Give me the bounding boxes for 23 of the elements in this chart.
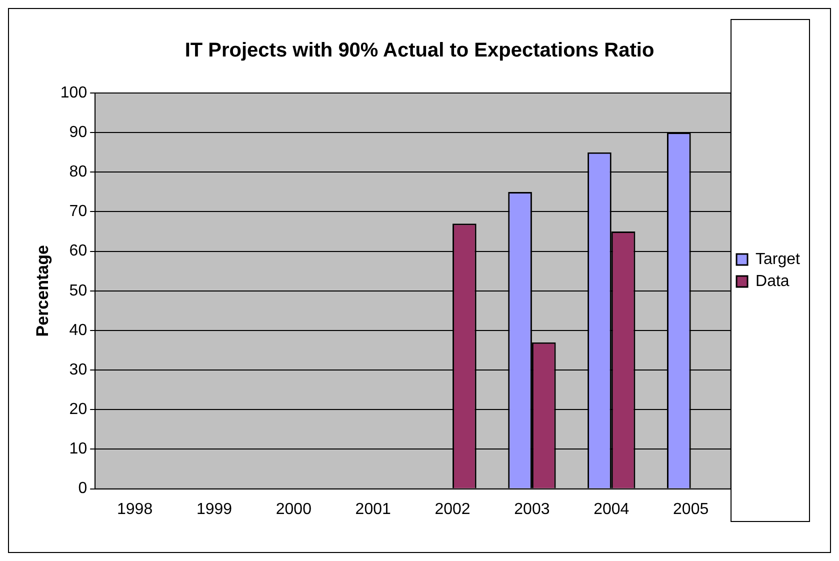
y-axis-title: Percentage [32,245,52,337]
x-tick-label: 1999 [196,500,232,518]
chart-title: IT Projects with 90% Actual to Expectations Ratio [184,40,654,62]
y-tick-label: 90 [69,124,88,141]
y-tick-label: 80 [69,164,88,181]
y-tick-label: 40 [69,322,88,339]
x-tick-label: 2003 [514,500,550,518]
y-tick-label: 60 [69,242,88,260]
legend-label: Target [756,250,801,268]
x-tick-label: 1998 [117,500,153,518]
x-tick-label: 2000 [276,500,312,518]
y-tick-label: 70 [69,203,88,220]
x-tick-label: 2004 [594,500,630,518]
y-tick-label: 50 [69,282,88,300]
y-tick-label: 0 [78,480,88,498]
legend-label: Data [756,272,790,290]
y-tick-label: 20 [69,401,88,418]
x-tick-label: 2001 [355,500,391,518]
y-tick-label: 10 [69,440,88,458]
x-tick-label: 2005 [673,500,709,518]
y-tick-label: 100 [60,84,88,102]
y-tick-label: 30 [69,361,88,378]
x-tick-label: 2002 [434,500,470,518]
